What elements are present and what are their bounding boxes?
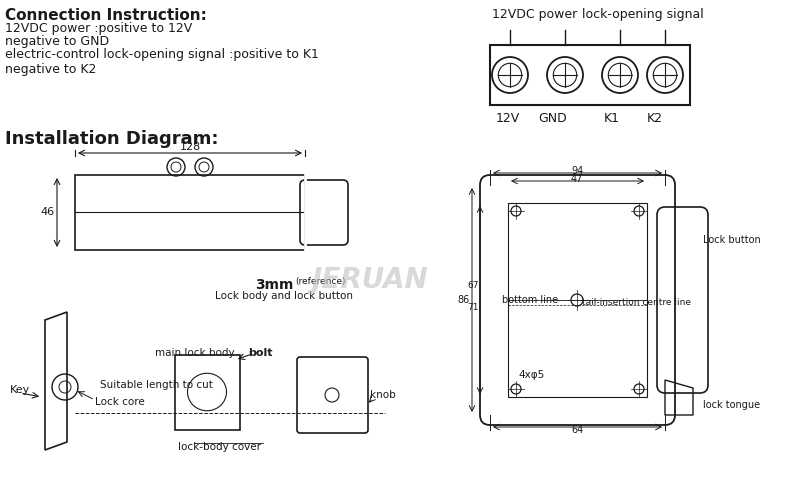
Text: 12V: 12V — [496, 112, 520, 125]
Text: Lock body and lock button: Lock body and lock button — [215, 291, 353, 301]
Text: main lock body: main lock body — [155, 348, 235, 358]
Text: tail-insertion centre line: tail-insertion centre line — [582, 298, 691, 307]
Text: knob: knob — [370, 390, 396, 400]
Text: 86: 86 — [458, 295, 470, 305]
Bar — [490, 45, 690, 105]
Text: Lock core: Lock core — [95, 397, 145, 407]
Text: 12VDC power: 12VDC power — [492, 8, 578, 21]
Text: K2: K2 — [647, 112, 663, 125]
Text: Connection Instruction:: Connection Instruction: — [5, 8, 207, 23]
Text: electric-control lock-opening signal :positive to K1: electric-control lock-opening signal :po… — [5, 48, 319, 61]
Text: JERUAN: JERUAN — [312, 266, 428, 294]
Text: lock-body cover: lock-body cover — [178, 442, 262, 452]
Text: 128: 128 — [179, 142, 201, 152]
Text: bottom line: bottom line — [502, 295, 558, 305]
Text: lock tongue: lock tongue — [703, 400, 760, 410]
Text: bolt: bolt — [248, 348, 273, 358]
Text: 71: 71 — [467, 304, 479, 313]
Text: 94: 94 — [571, 166, 583, 176]
Text: 47: 47 — [571, 174, 583, 184]
Text: 12VDC power :positive to 12V: 12VDC power :positive to 12V — [5, 22, 192, 35]
Text: 4xφ5: 4xφ5 — [518, 370, 544, 380]
Text: K1: K1 — [604, 112, 620, 125]
Text: Suitable length to cut: Suitable length to cut — [100, 380, 213, 390]
Text: GND: GND — [538, 112, 567, 125]
Bar — [508, 203, 647, 397]
Text: negative to K2: negative to K2 — [5, 63, 96, 76]
Text: lock-opening signal: lock-opening signal — [582, 8, 704, 21]
Text: 67: 67 — [467, 281, 479, 290]
Text: 46: 46 — [41, 207, 55, 217]
Bar — [175, 355, 240, 430]
Text: negative to GND: negative to GND — [5, 35, 109, 48]
Text: (reference): (reference) — [295, 277, 346, 286]
Text: Lock button: Lock button — [703, 235, 761, 245]
Text: Installation Diagram:: Installation Diagram: — [5, 130, 218, 148]
Bar — [75, 175, 305, 250]
Text: 64: 64 — [571, 425, 583, 435]
Text: Key: Key — [10, 385, 30, 395]
Text: 3mm: 3mm — [255, 278, 294, 292]
